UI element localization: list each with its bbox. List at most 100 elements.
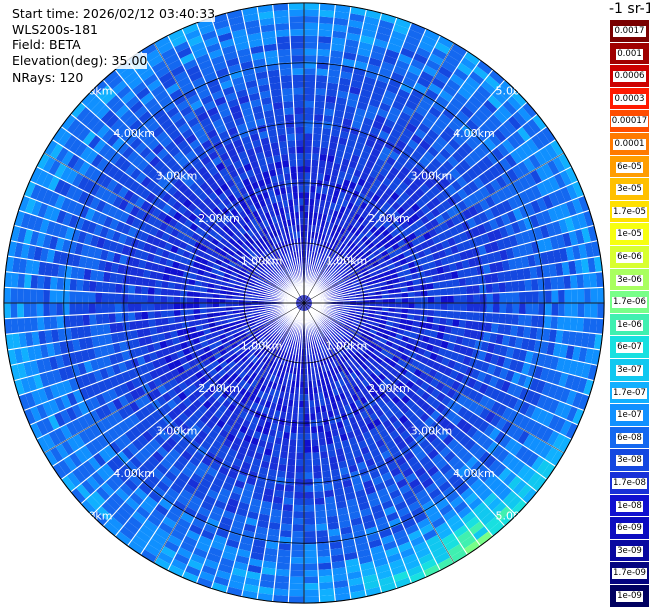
range-gate-cell (425, 322, 433, 331)
range-gate-cell (350, 324, 358, 330)
range-gate-cell (325, 326, 332, 333)
range-gate-cell (336, 143, 347, 152)
range-gate-cell (576, 317, 585, 333)
range-gate-cell (332, 24, 348, 33)
range-gate-cell (167, 295, 174, 303)
range-gate-cell (76, 279, 84, 292)
range-gate-cell (186, 303, 194, 310)
range-gate-cell (322, 320, 329, 327)
range-gate-cell (478, 104, 494, 119)
range-gate-cell (493, 481, 508, 497)
range-gate-cell (520, 255, 530, 269)
range-gate-cell (433, 169, 445, 181)
range-gate-cell (559, 247, 569, 263)
range-gate-cell (529, 266, 538, 280)
range-gate-cell (456, 464, 471, 478)
range-gate-cell (352, 254, 360, 262)
range-gate-cell (371, 260, 380, 268)
range-gate-cell (493, 161, 507, 176)
range-gate-cell (514, 256, 524, 270)
range-gate-cell (354, 247, 363, 255)
range-gate-cell (540, 251, 549, 266)
range-gate-cell (392, 65, 408, 77)
range-gate-cell (365, 213, 374, 222)
range-gate-cell (368, 233, 377, 242)
range-gate-cell (455, 260, 464, 271)
range-gate-cell (312, 133, 322, 141)
range-gate-cell (345, 281, 353, 287)
range-gate-cell (466, 167, 479, 181)
range-gate-cell (495, 260, 504, 273)
range-gate-cell (356, 338, 365, 346)
range-gate-cell (349, 218, 358, 227)
range-gate-cell (519, 190, 531, 205)
range-gate-cell (442, 107, 456, 121)
range-gate-cell (352, 66, 367, 77)
range-gate-cell (387, 288, 395, 295)
range-gate-cell (464, 228, 475, 240)
range-gate-cell (435, 381, 446, 392)
range-gate-cell (322, 248, 328, 256)
range-gate-cell (501, 259, 511, 272)
range-gate-cell (478, 420, 490, 434)
range-gate-cell (464, 492, 479, 506)
range-gate-cell (440, 256, 449, 266)
range-gate-cell (325, 273, 332, 280)
range-gate-cell (348, 160, 358, 170)
range-gate-cell (317, 267, 322, 274)
range-gate-cell (423, 416, 435, 428)
range-gate-cell (364, 69, 379, 80)
range-gate-cell (324, 496, 336, 505)
range-gate-cell (420, 290, 428, 297)
range-gate-cell (524, 279, 532, 292)
range-gate-cell (336, 278, 344, 284)
range-gate-cell (310, 172, 318, 180)
range-gate-cell (597, 287, 604, 303)
range-gate-cell (483, 118, 498, 133)
range-gate-cell (549, 355, 560, 371)
range-gate-cell (315, 273, 321, 281)
range-gate-cell (347, 314, 355, 320)
range-gate-cell (315, 252, 321, 260)
range-gate-cell (282, 497, 294, 505)
range-gate-cell (377, 341, 386, 349)
range-gate-cell (311, 452, 321, 460)
range-gate-cell (352, 212, 361, 221)
range-gate-cell (476, 265, 485, 276)
range-gate-cell (304, 300, 311, 303)
range-gate-cell (335, 96, 348, 106)
range-gate-cell (499, 303, 507, 314)
range-gate-cell (312, 471, 323, 479)
range-gate-cell (358, 263, 367, 271)
range-gate-cell (463, 51, 481, 66)
range-gate-cell (516, 268, 525, 281)
range-gate-cell (369, 51, 385, 62)
range-gate-cell (489, 205, 501, 219)
range-gate-cell (516, 126, 531, 142)
range-gate-cell (544, 446, 559, 463)
range-gate-cell (470, 460, 484, 474)
range-gate-cell (304, 107, 315, 115)
range-gate-cell (280, 517, 293, 525)
range-gate-cell (467, 413, 480, 426)
range-gate-cell (4, 303, 11, 319)
range-gate-cell (337, 320, 345, 326)
range-gate-cell (294, 485, 304, 493)
range-gate-cell (347, 339, 355, 347)
range-gate-cell (402, 41, 419, 53)
range-gate-cell (507, 196, 519, 211)
range-gate-cell (345, 256, 353, 264)
range-gate-cell (445, 377, 456, 388)
range-gate-cell (527, 363, 538, 378)
range-gate-cell (548, 328, 557, 343)
range-gate-cell (512, 412, 525, 427)
range-gate-cell (304, 126, 314, 134)
range-gate-cell (468, 357, 478, 369)
range-gate-cell (474, 339, 483, 351)
range-gate-cell (387, 311, 395, 318)
range-gate-cell (313, 484, 324, 492)
range-gate-cell (508, 335, 517, 348)
range-gate-cell (334, 335, 341, 342)
range-gate-cell (385, 83, 400, 95)
range-gate-cell (421, 427, 434, 439)
